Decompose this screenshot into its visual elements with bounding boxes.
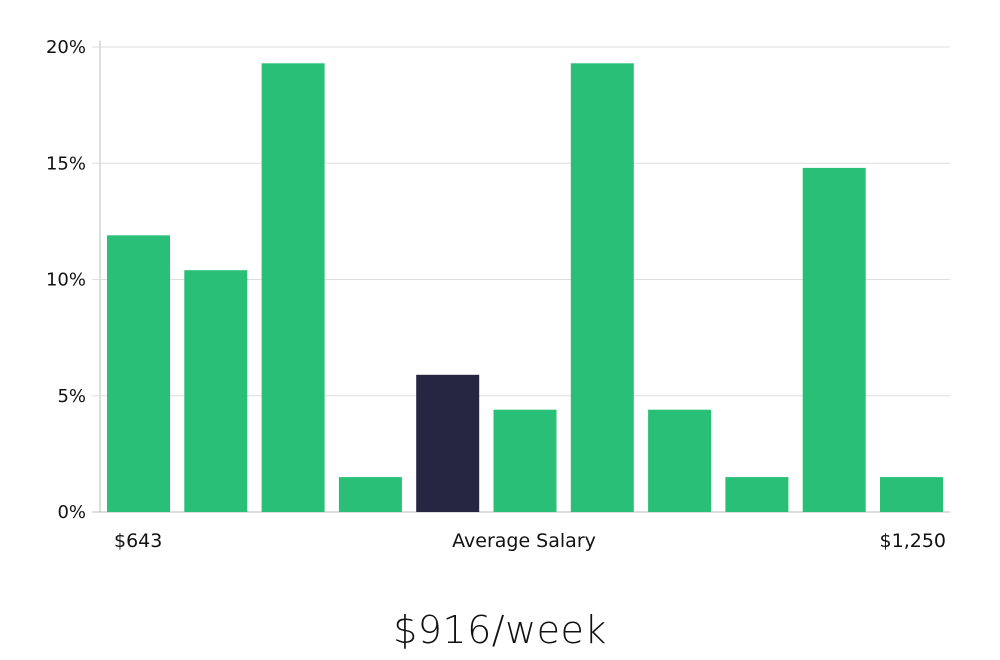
bar [802,167,866,512]
bar-layer [107,63,943,513]
bar [648,409,712,512]
y-tick-label: 5% [57,386,86,407]
bar [184,270,248,512]
y-axis-ticks: 0% 5% 10% 15% 20% [46,37,86,523]
bar [570,63,634,513]
bar [880,477,943,512]
x-max-label: $1,250 [880,530,946,552]
bar [493,409,557,512]
x-min-label: $643 [114,530,162,552]
average-salary-headline: $916/week [393,608,607,652]
y-tick-label: 20% [46,37,86,58]
y-tick-label: 15% [46,153,86,174]
y-tick-label: 0% [57,502,86,523]
bar [725,477,789,512]
bar [338,477,402,512]
bar [261,63,325,513]
bar [107,235,170,513]
bar-highlight-average [416,374,480,512]
y-tick-label: 10% [46,270,86,291]
x-center-label: Average Salary [452,530,596,552]
salary-histogram-chart: 0% 5% 10% 15% 20% $643 Average Salary $1,250 [46,37,950,552]
